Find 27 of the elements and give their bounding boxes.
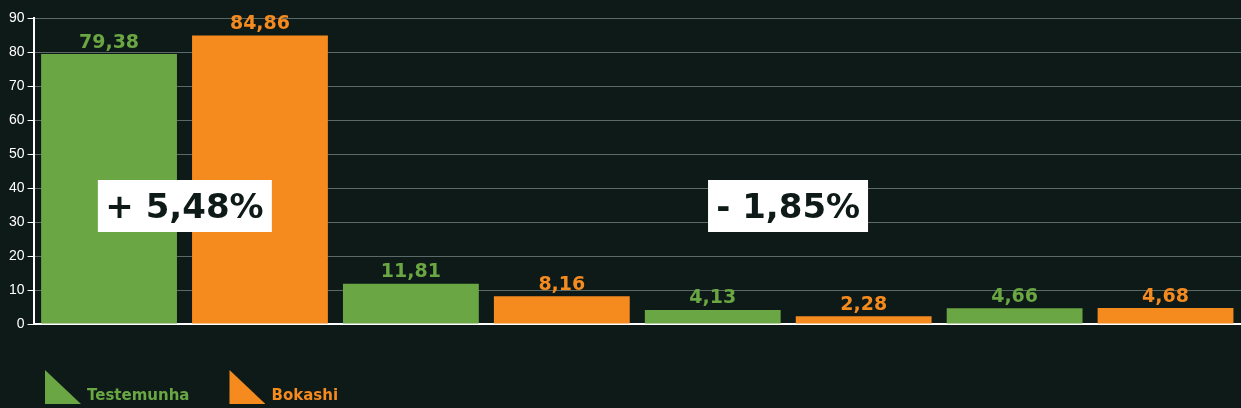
- y-tick-label: 50: [8, 144, 25, 161]
- bar: [493, 296, 630, 324]
- y-tick-label: 40: [8, 178, 25, 195]
- y-tick-label: 80: [8, 42, 25, 59]
- y-tick-label: 30: [8, 212, 25, 229]
- data-label: 4,13: [689, 285, 737, 308]
- legend-label: Bokashi: [271, 386, 339, 404]
- legend-label: Testemunha: [87, 386, 190, 404]
- annotation: - 1,85%: [708, 180, 869, 233]
- y-tick-label: 20: [8, 246, 25, 263]
- y-tick-label: 10: [8, 280, 25, 297]
- data-label: 8,16: [538, 271, 586, 294]
- annotation: + 5,48%: [97, 180, 272, 233]
- data-label: 79,38: [78, 29, 140, 52]
- data-label: 84,86: [229, 10, 291, 33]
- y-tick-label: 0: [16, 314, 25, 331]
- bar: [342, 283, 479, 324]
- bar: [946, 308, 1083, 324]
- y-tick-label: 90: [8, 8, 25, 25]
- y-tick-label: 70: [8, 76, 25, 93]
- y-tick-label: 60: [8, 110, 25, 127]
- bar: [644, 309, 781, 324]
- data-label: 11,81: [380, 259, 441, 282]
- bar: [795, 316, 932, 324]
- data-label: 2,28: [840, 291, 888, 314]
- data-label: 4,68: [1142, 283, 1189, 306]
- bar: [1097, 308, 1234, 324]
